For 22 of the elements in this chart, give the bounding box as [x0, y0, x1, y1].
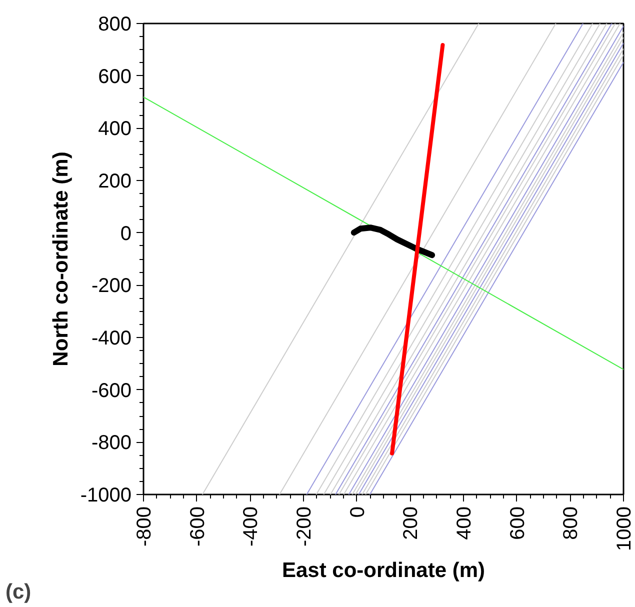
y-tick-label: -800 — [91, 432, 132, 454]
y-axis-title: North co-ordinate (m) — [49, 152, 72, 366]
x-tick-label: 400 — [454, 506, 476, 540]
y-tick-label: -200 — [91, 275, 132, 298]
y-tick-label: -1000 — [80, 484, 132, 506]
y-tick-label: 600 — [98, 66, 132, 88]
text: (c) — [6, 580, 32, 604]
x-tick-label: 800 — [560, 506, 582, 540]
x-tick-label: -400 — [240, 506, 262, 547]
x-tick-label: -200 — [294, 506, 316, 547]
y-tick-label: 800 — [98, 14, 132, 36]
x-tick-label: -600 — [186, 506, 209, 547]
y-tick-label: 0 — [120, 222, 132, 245]
y-tick-label: 200 — [98, 170, 132, 192]
y-tick-label: 400 — [98, 118, 132, 140]
x-tick-label: 0 — [346, 506, 369, 518]
y-tick-label: -400 — [91, 328, 132, 350]
x-tick-label: 200 — [400, 506, 422, 540]
x-tick-label: 600 — [506, 506, 529, 540]
x-axis-title: East co-ordinate (m) — [282, 558, 486, 582]
y-tick-label: -600 — [91, 380, 132, 402]
x-tick-label: 1000 — [614, 506, 635, 551]
